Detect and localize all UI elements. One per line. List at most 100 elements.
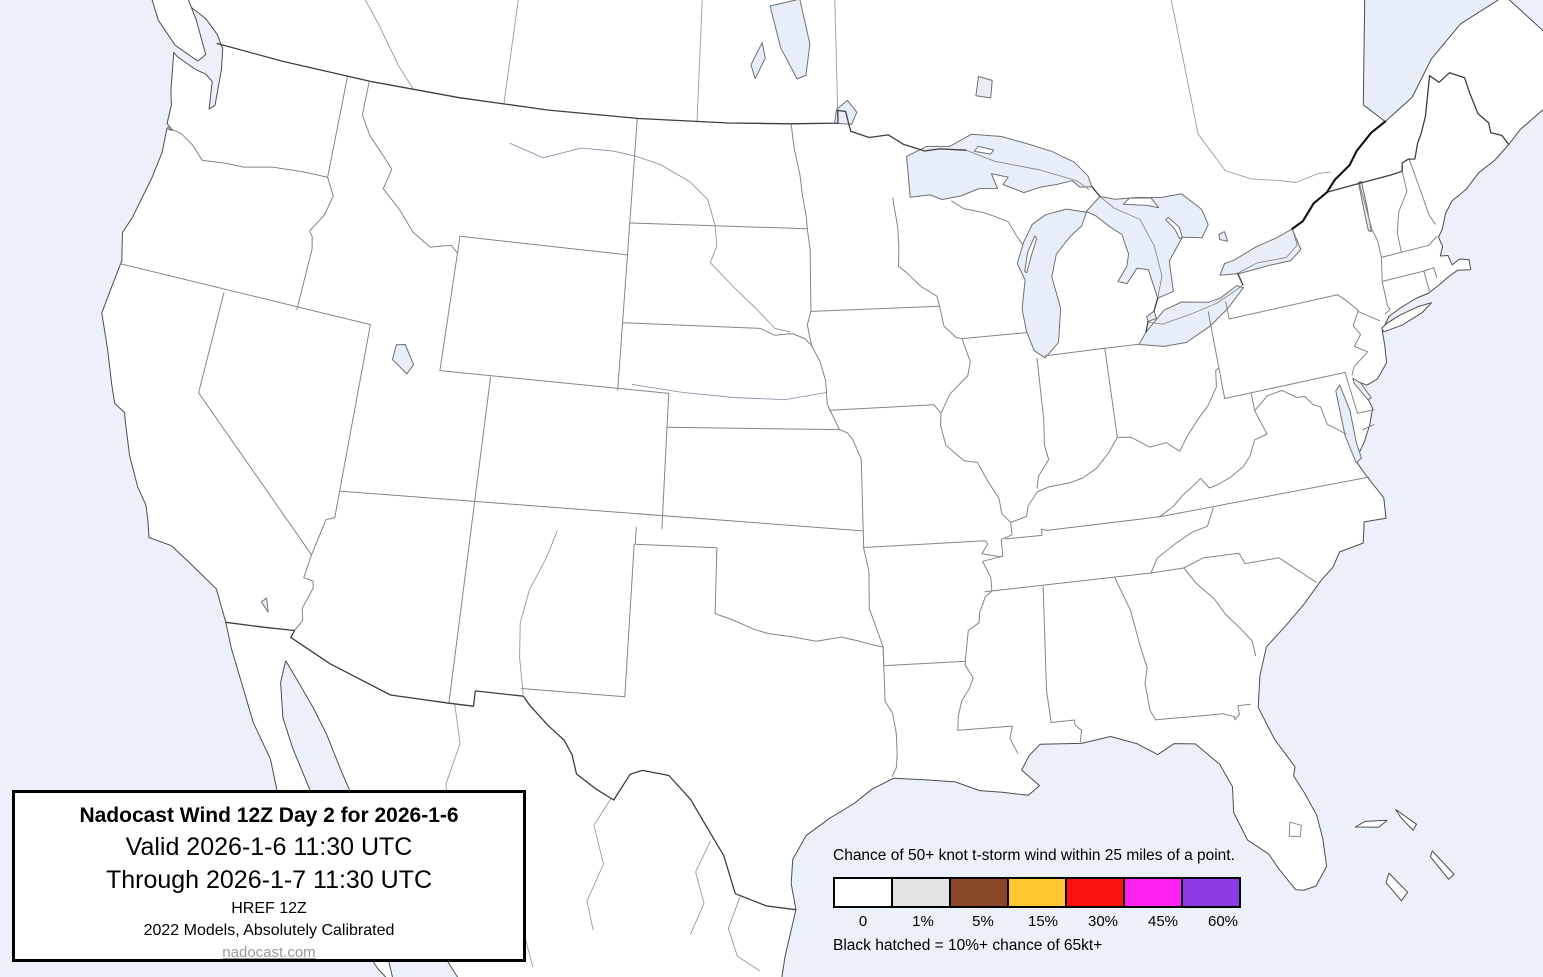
st-lawrence-border <box>1291 120 1387 230</box>
international-border <box>1153 297 1159 312</box>
state-border <box>1159 476 1370 518</box>
state-border <box>617 117 638 391</box>
state-border <box>339 490 864 532</box>
state-border <box>829 404 942 414</box>
lake <box>906 133 1093 200</box>
state-border <box>1344 371 1375 414</box>
state-border <box>1362 424 1375 431</box>
maritime-border <box>1099 195 1163 299</box>
lake <box>1335 384 1362 464</box>
international-border <box>225 621 797 911</box>
mexico-admin-border <box>586 798 612 930</box>
legend-note: Black hatched = 10%+ chance of 65kt+ <box>833 937 1103 954</box>
state-border <box>1207 311 1226 399</box>
through-time: Through 2026-1-7 11:30 UTC <box>105 866 433 894</box>
lake <box>392 344 415 375</box>
canada-admin-border <box>364 0 415 91</box>
international-border <box>1237 272 1244 286</box>
state-border <box>1396 170 1408 253</box>
state-border <box>1380 236 1438 258</box>
site-link[interactable]: nadocast.com <box>222 944 316 961</box>
model-name: HREF 12Z <box>231 900 307 917</box>
lake <box>1138 285 1244 347</box>
state-border <box>1159 410 1268 518</box>
legend-bin-label: 30% <box>1087 913 1119 930</box>
state-border <box>1423 270 1430 292</box>
state-border <box>294 554 314 631</box>
state-border <box>327 76 348 178</box>
state-border <box>1380 256 1391 315</box>
state-border <box>839 429 865 548</box>
lake-peninsula <box>1024 235 1038 274</box>
state-border <box>1358 311 1381 322</box>
legend-title: Chance of 50+ knot t-storm wind within 2… <box>833 847 1235 864</box>
state-border <box>1150 507 1214 574</box>
state-border <box>1408 158 1436 225</box>
international-border <box>1326 72 1510 193</box>
state-border <box>1250 389 1347 435</box>
international-border <box>216 42 967 152</box>
state-border <box>439 235 461 372</box>
state-border <box>622 322 812 346</box>
state-border <box>198 292 312 556</box>
legend-swatch <box>833 877 893 908</box>
state-border <box>1004 516 1161 540</box>
legend-bins <box>833 877 1273 908</box>
lake-peninsula <box>1165 216 1183 239</box>
state-border <box>882 646 898 777</box>
vancouver-island <box>151 0 207 62</box>
legend-bin-label: 15% <box>1027 913 1059 930</box>
landmass <box>101 0 1543 977</box>
legend-bin-label: 0 <box>858 913 868 930</box>
state-border <box>1104 347 1118 438</box>
state-border <box>1358 182 1382 258</box>
legend-bin-label: 1% <box>912 913 934 930</box>
state-border <box>1036 357 1050 489</box>
mexico-admin-border <box>727 896 760 972</box>
state-border <box>296 176 334 311</box>
lake <box>975 76 993 99</box>
state-border <box>1337 294 1369 376</box>
state-border <box>1114 577 1151 712</box>
legend-bin-label: 5% <box>972 913 994 930</box>
canada-admin-border <box>696 0 703 123</box>
river <box>509 142 791 333</box>
maritime-border <box>1147 285 1243 325</box>
state-border <box>634 526 884 648</box>
legend-bin-label: 60% <box>1207 913 1239 930</box>
lake <box>750 42 766 80</box>
state-border <box>810 305 941 312</box>
long-island <box>1381 302 1433 333</box>
lake-peninsula <box>973 145 995 155</box>
canada-admin-border <box>834 0 839 112</box>
lake <box>769 0 811 80</box>
legend-swatch <box>1007 877 1067 908</box>
state-border <box>361 80 458 254</box>
state-border <box>166 126 329 178</box>
state-border <box>863 540 1004 557</box>
state-border <box>1010 367 1220 523</box>
forecast-title: Nadocast Wind 12Z Day 2 for 2026-1-6 <box>79 804 459 827</box>
info-box: Nadocast Wind 12Z Day 2 for 2026-1-6 Val… <box>12 790 526 962</box>
legend-swatch <box>891 877 951 908</box>
lake <box>260 597 269 613</box>
state-border <box>439 370 670 394</box>
bahamas-island <box>1354 819 1388 828</box>
maritime-border <box>1237 228 1298 274</box>
legend-swatch <box>1123 877 1183 908</box>
state-border <box>1433 267 1438 278</box>
st-lawrence-estuary <box>1362 0 1500 123</box>
state-border <box>661 392 670 530</box>
state-border <box>984 572 1152 593</box>
canada-admin-border <box>1170 0 1331 183</box>
state-border <box>806 310 812 346</box>
international-border <box>1145 320 1149 333</box>
state-border <box>790 123 812 312</box>
bahamas-island <box>1429 850 1455 880</box>
state-border <box>120 263 371 326</box>
canada-admin-border <box>503 0 519 105</box>
legend-swatch <box>1065 877 1125 908</box>
bahamas-island <box>1395 809 1417 831</box>
